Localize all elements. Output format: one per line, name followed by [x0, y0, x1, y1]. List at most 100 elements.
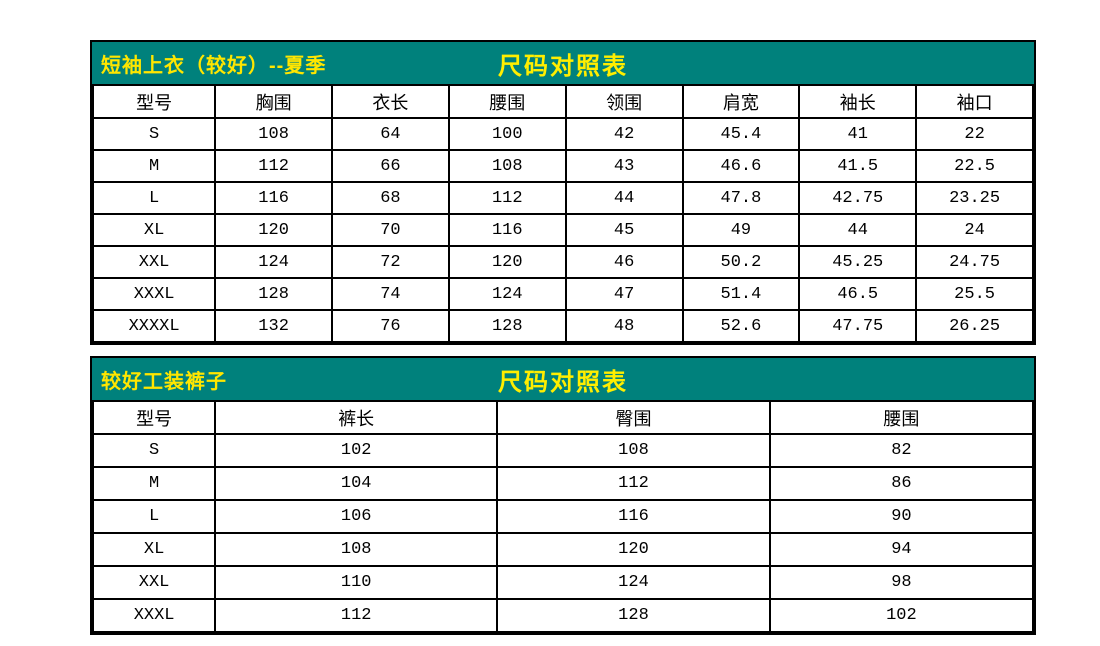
measurement-cell: 108	[214, 532, 499, 567]
column-header: 裤长	[214, 400, 499, 435]
measurement-cell: 94	[768, 532, 1035, 567]
measurement-cell: 100	[447, 117, 567, 151]
tops-table-body: S 108 64 100 42 45.4 41 22 M 112 66 108 43 46.6 41.5 22…	[91, 117, 1034, 343]
size-label-cell: XXL	[91, 565, 217, 600]
measurement-cell: 116	[496, 499, 771, 534]
measurement-cell: 110	[214, 565, 499, 600]
column-header: 腰围	[447, 84, 567, 119]
measurement-cell: 112	[496, 466, 771, 501]
pants-table-body: S 102 108 82 M 104 112 86 L 106 116 90 XL 108 120 94 XXL…	[91, 433, 1035, 633]
measurement-cell: 43	[564, 149, 684, 183]
size-label-cell: L	[91, 499, 217, 534]
measurement-cell: 45.4	[681, 117, 801, 151]
measurement-cell: 41	[798, 117, 918, 151]
measurement-cell: 24.75	[915, 245, 1034, 279]
measurement-cell: 116	[214, 181, 334, 215]
size-chart-tops: 短袖上衣（较好）--夏季 尺码对照表 型号 胸围 衣长 腰围 领围 肩宽 袖长 袖口 S 108…	[90, 40, 1036, 345]
size-label-cell: L	[91, 181, 217, 215]
measurement-cell: 68	[331, 181, 450, 215]
measurement-cell: 66	[331, 149, 450, 183]
size-label-cell: S	[91, 117, 217, 151]
measurement-cell: 22.5	[915, 149, 1034, 183]
pants-table-subtitle: 尺码对照表	[498, 368, 628, 396]
table-row: XL 120 70 116 45 49 44 24	[91, 213, 1034, 247]
measurement-cell: 120	[496, 532, 771, 567]
table-row: S 102 108 82	[91, 433, 1035, 468]
tops-header-band: 短袖上衣（较好）--夏季 尺码对照表	[92, 42, 1034, 84]
measurement-cell: 47.8	[681, 181, 801, 215]
measurement-cell: 128	[447, 309, 567, 343]
measurement-cell: 26.25	[915, 309, 1034, 343]
measurement-cell: 128	[496, 598, 771, 633]
measurement-cell: 120	[447, 245, 567, 279]
measurement-cell: 44	[798, 213, 918, 247]
table-row: XL 108 120 94	[91, 532, 1035, 567]
table-row: M 112 66 108 43 46.6 41.5 22.5	[91, 149, 1034, 183]
measurement-cell: 112	[214, 149, 334, 183]
measurement-cell: 47.75	[798, 309, 918, 343]
measurement-cell: 64	[331, 117, 450, 151]
pants-header-band: 较好工装裤子 尺码对照表	[92, 358, 1034, 400]
measurement-cell: 108	[447, 149, 567, 183]
size-label-cell: XXL	[91, 245, 217, 279]
measurement-cell: 76	[331, 309, 450, 343]
measurement-cell: 42	[564, 117, 684, 151]
size-label-cell: XL	[91, 532, 217, 567]
measurement-cell: 74	[331, 277, 450, 311]
column-header: 胸围	[214, 84, 334, 119]
column-header: 腰围	[768, 400, 1035, 435]
measurement-cell: 132	[214, 309, 334, 343]
size-chart-sheet: 短袖上衣（较好）--夏季 尺码对照表 型号 胸围 衣长 腰围 领围 肩宽 袖长 袖口 S 108…	[90, 40, 1036, 635]
table-row: XXXXL 132 76 128 48 52.6 47.75 26.25	[91, 309, 1034, 343]
column-header: 型号	[91, 84, 217, 119]
measurement-cell: 128	[214, 277, 334, 311]
measurement-cell: 48	[564, 309, 684, 343]
size-label-cell: S	[91, 433, 217, 468]
measurement-cell: 70	[331, 213, 450, 247]
measurement-cell: 104	[214, 466, 499, 501]
size-label-cell: XXXL	[91, 598, 217, 633]
measurement-cell: 98	[768, 565, 1035, 600]
size-label-cell: M	[91, 149, 217, 183]
measurement-cell: 46	[564, 245, 684, 279]
measurement-cell: 108	[214, 117, 334, 151]
column-header: 型号	[91, 400, 217, 435]
table-row: M 104 112 86	[91, 466, 1035, 501]
measurement-cell: 23.25	[915, 181, 1034, 215]
column-header: 臀围	[496, 400, 771, 435]
tops-table-header: 型号 胸围 衣长 腰围 领围 肩宽 袖长 袖口	[91, 84, 1034, 119]
measurement-cell: 124	[447, 277, 567, 311]
column-header: 肩宽	[681, 84, 801, 119]
size-label-cell: XXXL	[91, 277, 217, 311]
measurement-cell: 45.25	[798, 245, 918, 279]
measurement-cell: 108	[496, 433, 771, 468]
measurement-cell: 46.5	[798, 277, 918, 311]
measurement-cell: 45	[564, 213, 684, 247]
table-row: L 116 68 112 44 47.8 42.75 23.25	[91, 181, 1034, 215]
measurement-cell: 72	[331, 245, 450, 279]
measurement-cell: 24	[915, 213, 1034, 247]
measurement-cell: 82	[768, 433, 1035, 468]
pants-table-header: 型号 裤长 臀围 腰围	[91, 400, 1035, 435]
measurement-cell: 106	[214, 499, 499, 534]
table-row: XXL 110 124 98	[91, 565, 1035, 600]
measurement-cell: 90	[768, 499, 1035, 534]
measurement-cell: 25.5	[915, 277, 1034, 311]
header-row: 型号 胸围 衣长 腰围 领围 肩宽 袖长 袖口	[91, 84, 1034, 119]
measurement-cell: 116	[447, 213, 567, 247]
table-row: L 106 116 90	[91, 499, 1035, 534]
table-row: XXXL 112 128 102	[91, 598, 1035, 633]
tops-table-subtitle: 尺码对照表	[498, 52, 628, 80]
column-header: 袖口	[915, 84, 1034, 119]
measurement-cell: 42.75	[798, 181, 918, 215]
measurement-cell: 41.5	[798, 149, 918, 183]
tops-size-table: 型号 胸围 衣长 腰围 领围 肩宽 袖长 袖口 S 108 64 100 42 45.4 41 22 M 112…	[91, 84, 1034, 343]
measurement-cell: 120	[214, 213, 334, 247]
measurement-cell: 124	[496, 565, 771, 600]
header-row: 型号 裤长 臀围 腰围	[91, 400, 1035, 435]
size-label-cell: XXXXL	[91, 309, 217, 343]
measurement-cell: 44	[564, 181, 684, 215]
measurement-cell: 124	[214, 245, 334, 279]
column-header: 领围	[564, 84, 684, 119]
size-label-cell: XL	[91, 213, 217, 247]
